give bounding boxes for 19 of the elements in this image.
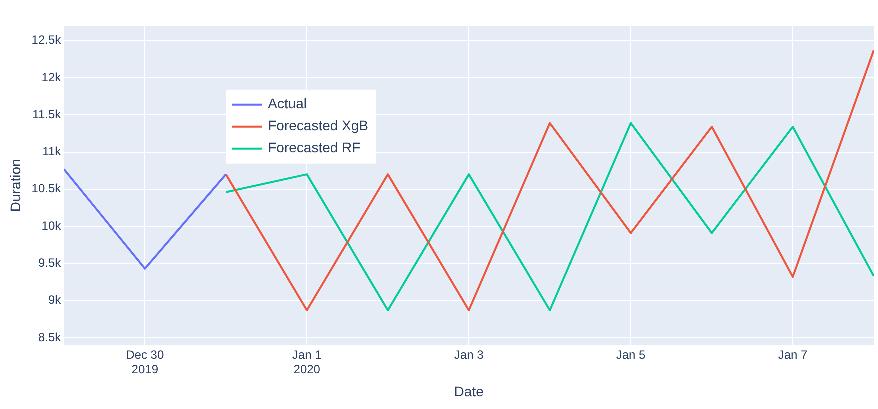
x-tick-label: Jan 3 [454,348,484,362]
y-tick-label: 12.5k [32,33,62,48]
y-tick-label: 11k [42,144,62,159]
y-tick-label: 9k [48,293,62,308]
y-axis-title: Duration [7,159,24,212]
y-tick-label: 8.5k [38,330,62,344]
legend-label: Forecasted XgB [268,118,369,134]
legend-label: Forecasted RF [268,140,361,156]
x-tick-label: Dec 30 2019 [126,348,164,376]
y-tick-label: 11.5k [32,107,62,122]
x-tick-label: Jan 1 2020 [292,348,322,376]
y-tick-label: 9.5k [38,256,62,270]
x-tick-label: Jan 5 [616,348,646,362]
y-tick-label: 10k [42,218,62,233]
y-tick-label: 12k [42,70,62,84]
x-tick-label: Jan 7 [778,348,808,362]
legend-label: Actual [268,96,308,112]
x-axis-title: Date [454,383,484,400]
y-tick-label: 10.5k [32,182,62,196]
